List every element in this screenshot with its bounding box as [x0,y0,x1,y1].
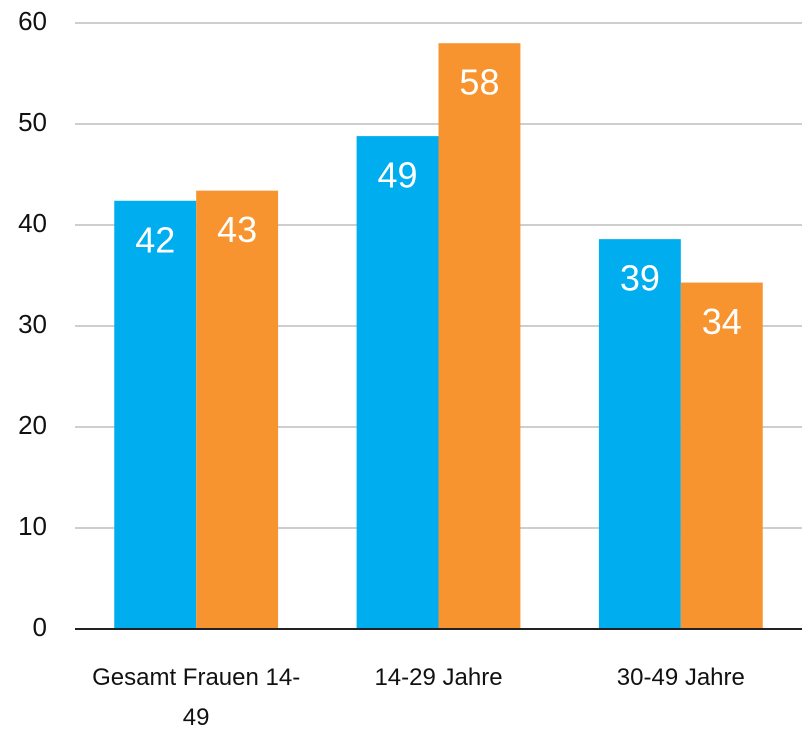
data-label: 34 [702,301,742,342]
data-label: 39 [620,258,660,299]
x-tick-label: Gesamt Frauen 14-49 [92,664,301,729]
y-tick-label: 0 [33,612,47,642]
x-tick-label: 30-49 Jahre [616,664,745,691]
bar [438,43,521,629]
bar [598,239,681,629]
data-label: 58 [459,62,499,103]
x-tick-label: 14-29 Jahre [374,664,503,691]
y-tick-label: 20 [18,410,47,440]
y-tick-label: 50 [18,107,47,137]
y-tick-label: 30 [18,309,47,339]
bar [114,200,197,629]
bar [680,282,763,629]
y-tick-label: 10 [18,511,47,541]
bar [196,190,279,629]
y-tick-label: 40 [18,208,47,238]
data-label: 42 [135,219,175,260]
bar [356,136,439,629]
y-tick-label: 60 [18,6,47,36]
data-label: 43 [217,209,257,250]
data-label: 49 [378,155,418,196]
